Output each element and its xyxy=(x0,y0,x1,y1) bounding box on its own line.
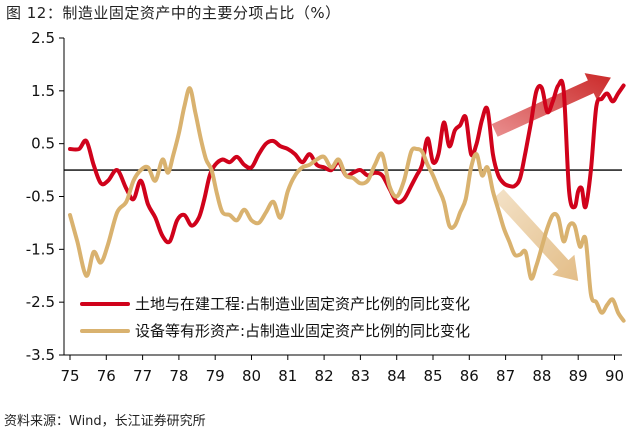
x-tick-label: 90 xyxy=(605,367,624,385)
x-tick-label: 81 xyxy=(278,367,297,385)
x-tick-label: 79 xyxy=(206,367,225,385)
axes: 2.5 1.5 0.5 -0.5 -1.5 -2.5 -3.5 75 76 77 78 79 80 81 8… xyxy=(26,29,624,385)
annotation-arrow-2 xyxy=(493,189,579,281)
x-tick-label: 75 xyxy=(60,367,79,385)
x-tick-label: 87 xyxy=(496,367,515,385)
chart-title: 图 12：制造业固定资产中的主要分项占比（%） xyxy=(6,4,341,22)
source-note: 资料来源：Wind，长江证券研究所 xyxy=(4,414,206,429)
y-tick-label: 0.5 xyxy=(31,135,55,153)
series-lines xyxy=(68,78,626,323)
x-tick-label: 82 xyxy=(315,367,334,385)
x-tick-label: 80 xyxy=(242,367,261,385)
y-tick-label: -3.5 xyxy=(26,346,55,364)
legend-label-1: 土地与在建工程:占制造业固定资产比例的同比变化 xyxy=(135,295,470,313)
x-tick-label: 78 xyxy=(169,367,188,385)
x-tick-label: 86 xyxy=(460,367,479,385)
y-tick-label: -0.5 xyxy=(26,188,55,206)
x-tick-label: 89 xyxy=(569,367,588,385)
legend: 土地与在建工程:占制造业固定资产比例的同比变化设备等有形资产:占制造业固定资产比… xyxy=(80,295,470,340)
y-tick-label: -1.5 xyxy=(26,240,55,258)
x-tick-label: 85 xyxy=(423,367,442,385)
legend-label-2: 设备等有形资产:占制造业固定资产比例的同比变化 xyxy=(135,322,470,340)
y-tick-label: 1.5 xyxy=(31,82,55,100)
x-tick-label: 76 xyxy=(97,367,116,385)
line-chart: 2.5 1.5 0.5 -0.5 -1.5 -2.5 -3.5 75 76 77 78 79 80 81 8… xyxy=(26,29,626,385)
x-tick-label: 77 xyxy=(133,367,152,385)
x-tick-label: 84 xyxy=(387,367,406,385)
y-tick-label: 2.5 xyxy=(31,29,55,47)
x-tick-label: 83 xyxy=(351,367,370,385)
x-tick-label: 88 xyxy=(532,367,551,385)
series-line-2 xyxy=(68,86,626,323)
y-tick-label: -2.5 xyxy=(26,293,55,311)
